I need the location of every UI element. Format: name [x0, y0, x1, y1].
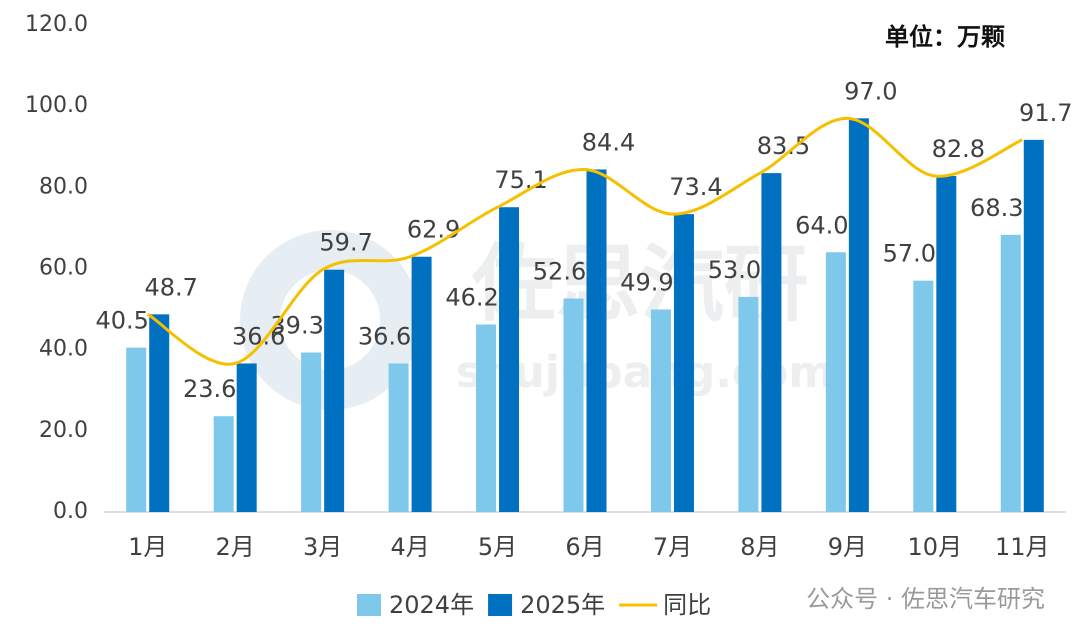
data-label: 84.4 — [582, 128, 635, 156]
bar — [149, 314, 170, 512]
data-label: 62.9 — [407, 216, 460, 244]
bar — [586, 169, 607, 512]
bar — [324, 269, 345, 512]
legend-swatch — [488, 594, 513, 616]
bar — [673, 214, 694, 512]
y-tick-label: 60.0 — [39, 256, 88, 281]
x-tick-label: 11月 — [995, 533, 1050, 561]
data-label: 48.7 — [145, 273, 198, 301]
bar — [301, 352, 322, 512]
bar — [936, 175, 957, 512]
data-label: 73.4 — [669, 173, 722, 201]
x-tick-label: 4月 — [390, 533, 429, 561]
data-label: 91.7 — [1019, 99, 1072, 127]
data-label: 23.6 — [183, 375, 236, 403]
x-tick-label: 7月 — [653, 533, 692, 561]
x-tick-label: 3月 — [303, 533, 342, 561]
x-tick-label: 9月 — [828, 533, 867, 561]
bar — [650, 309, 671, 512]
bar — [126, 347, 147, 512]
bar — [1023, 139, 1044, 512]
bar — [848, 118, 869, 512]
bar — [476, 324, 497, 512]
y-tick-label: 80.0 — [39, 174, 88, 199]
data-label: 75.1 — [494, 166, 547, 194]
bar — [499, 207, 520, 512]
data-label: 40.5 — [96, 307, 149, 335]
data-label: 49.9 — [620, 268, 673, 296]
x-tick-label: 6月 — [565, 533, 604, 561]
bar — [738, 296, 759, 512]
x-tick-label: 1月 — [128, 533, 167, 561]
unit-label: 单位：万颗 — [885, 23, 1005, 51]
legend-label: 同比 — [663, 591, 711, 619]
data-label: 59.7 — [319, 229, 372, 257]
bar — [913, 280, 934, 512]
y-tick-label: 40.0 — [39, 337, 88, 362]
x-tick-label: 2月 — [216, 533, 255, 561]
data-label: 53.0 — [708, 256, 761, 284]
y-tick-label: 120.0 — [25, 12, 88, 37]
data-label: 97.0 — [844, 77, 897, 105]
data-label: 57.0 — [883, 240, 936, 268]
y-tick-label: 0.0 — [53, 499, 88, 524]
y-tick-label: 20.0 — [39, 418, 88, 443]
legend-label: 2024年 — [389, 591, 474, 619]
y-tick-label: 100.0 — [25, 93, 88, 118]
data-label: 46.2 — [445, 284, 498, 312]
legend-label: 2025年 — [520, 591, 605, 619]
bar — [411, 256, 432, 512]
bar — [761, 173, 782, 513]
data-label: 68.3 — [970, 194, 1023, 222]
watermark-footer: 公众号 · 佐思汽车研究 — [806, 585, 1045, 613]
bar — [563, 298, 584, 512]
x-tick-label: 10月 — [908, 533, 963, 561]
data-label: 52.6 — [533, 258, 586, 286]
data-label: 82.8 — [932, 135, 985, 163]
bar — [825, 252, 846, 512]
x-tick-label: 8月 — [740, 533, 779, 561]
bar — [213, 416, 234, 512]
data-label: 64.0 — [795, 211, 848, 239]
bar — [388, 363, 409, 512]
bar — [1000, 234, 1021, 512]
x-tick-label: 5月 — [478, 533, 517, 561]
data-label: 39.3 — [270, 312, 323, 340]
bar — [236, 363, 257, 512]
data-label: 36.6 — [358, 322, 411, 350]
legend-swatch — [357, 594, 381, 616]
line-series — [146, 116, 1023, 366]
